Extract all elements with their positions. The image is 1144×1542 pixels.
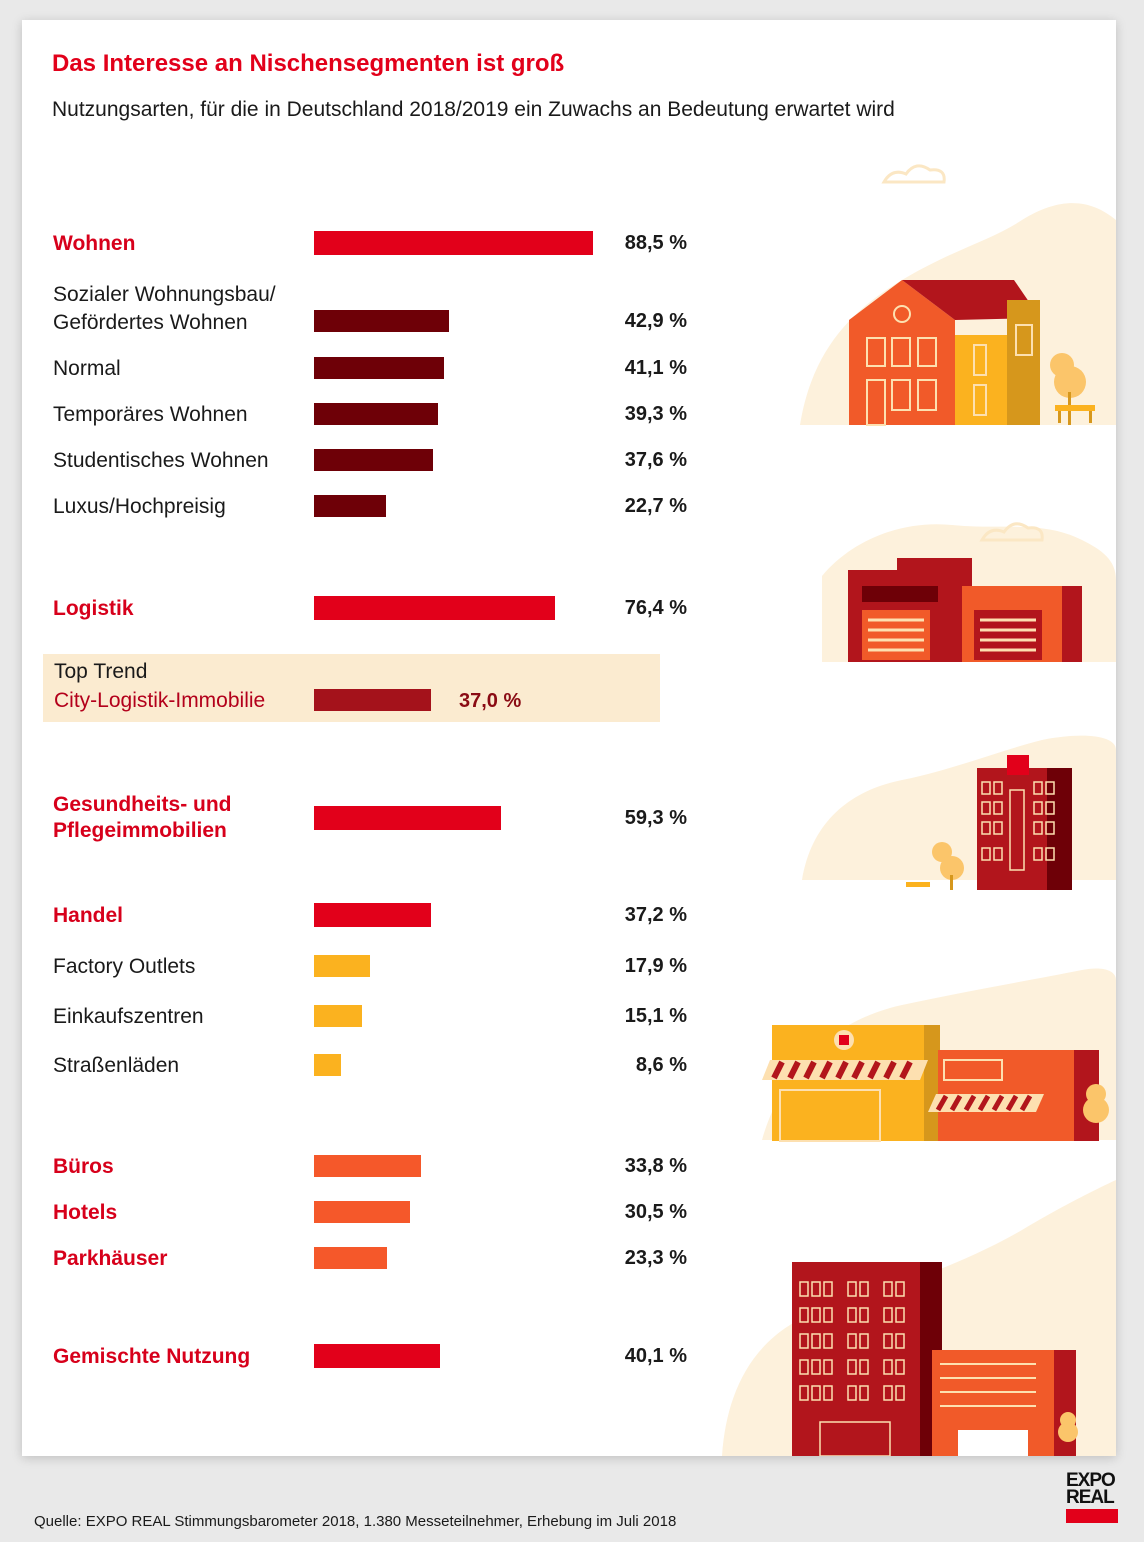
bar-value-label: 22,7 % bbox=[624, 495, 687, 517]
row-label: Factory Outlets bbox=[53, 955, 196, 978]
top-trend-bar bbox=[314, 689, 431, 711]
bar-value-label: 88,5 % bbox=[624, 232, 687, 254]
chart-subtitle: Nutzungsarten, für die in Deutschland 20… bbox=[52, 98, 895, 121]
bar-value-label: 30,5 % bbox=[624, 1201, 687, 1223]
bar bbox=[314, 357, 444, 379]
row-label: Sozialer Wohnungsbau/Gefördertes Wohnen bbox=[53, 283, 276, 334]
bar-value-label: 37,2 % bbox=[624, 904, 687, 926]
bar bbox=[314, 1344, 440, 1368]
bar-value-label: 8,6 % bbox=[635, 1054, 687, 1076]
bar bbox=[314, 806, 501, 830]
bar-value-label: 41,1 % bbox=[624, 357, 687, 379]
row-label: Normal bbox=[53, 357, 121, 380]
row-label: Hotels bbox=[53, 1201, 118, 1224]
row-label: Gesundheits- und Pflegeimmobilien bbox=[53, 793, 232, 842]
row-label: Wohnen bbox=[53, 232, 136, 255]
row-label: Handel bbox=[53, 904, 124, 927]
bar-value-label: 39,3 % bbox=[624, 403, 687, 425]
bar-value-label: 33,8 % bbox=[624, 1155, 687, 1177]
bar bbox=[314, 495, 386, 517]
chart-title: Das Interesse an Nischensegmenten ist gr… bbox=[52, 50, 565, 77]
bar bbox=[314, 596, 555, 620]
bar-value-label: 76,4 % bbox=[624, 597, 687, 619]
bar-value-label: 37,6 % bbox=[624, 449, 687, 471]
bar-value-label: 23,3 % bbox=[624, 1247, 687, 1269]
row-label: Büros bbox=[53, 1155, 114, 1178]
top-trend-label: City-Logistik-Immobilie bbox=[54, 689, 266, 712]
row-label: Logistik bbox=[53, 597, 134, 620]
row-label: Gemischte Nutzung bbox=[53, 1345, 251, 1368]
row-label: Luxus/Hochpreisig bbox=[53, 495, 226, 518]
row-label: Parkhäuser bbox=[53, 1247, 168, 1270]
bar-value-label: 40,1 % bbox=[624, 1345, 687, 1367]
row-label: Einkaufszentren bbox=[53, 1005, 204, 1028]
row-label: Studentisches Wohnen bbox=[53, 449, 269, 472]
bar bbox=[314, 1155, 421, 1177]
bar bbox=[314, 1247, 387, 1269]
bar bbox=[314, 403, 438, 425]
row-label: Temporäres Wohnen bbox=[53, 403, 248, 426]
bar bbox=[314, 231, 593, 255]
bar bbox=[314, 903, 431, 927]
bar bbox=[314, 1201, 410, 1223]
source-note: Quelle: EXPO REAL Stimmungsbarometer 201… bbox=[34, 1513, 677, 1530]
bar bbox=[314, 1005, 362, 1027]
expo-real-logo: EXPO REAL bbox=[1066, 1471, 1120, 1528]
infographic-card: Das Interesse an Nischensegmenten ist gr… bbox=[22, 20, 1116, 1456]
building-illustrations bbox=[722, 164, 1116, 1456]
bar-value-label: 59,3 % bbox=[624, 807, 687, 829]
top-trend-heading: Top Trend bbox=[54, 660, 148, 683]
bar bbox=[314, 955, 370, 977]
top-trend-value: 37,0 % bbox=[459, 690, 522, 712]
bar bbox=[314, 1054, 341, 1076]
bar-value-label: 17,9 % bbox=[624, 955, 687, 977]
bar-value-label: 42,9 % bbox=[624, 310, 687, 332]
bar-value-label: 15,1 % bbox=[624, 1005, 687, 1027]
bar bbox=[314, 310, 449, 332]
bar bbox=[314, 449, 433, 471]
row-label: Straßenläden bbox=[53, 1054, 180, 1077]
